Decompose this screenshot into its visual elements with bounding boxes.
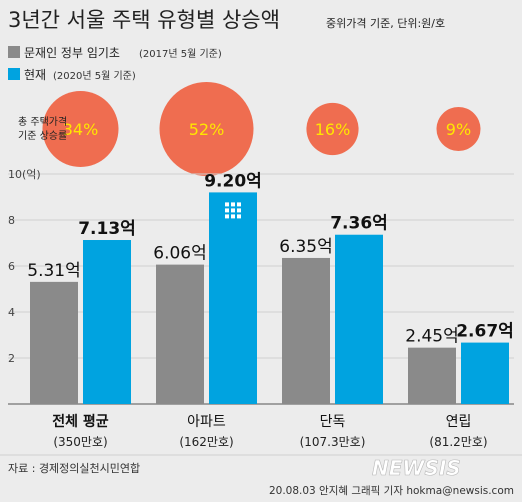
credit-line: 20.08.03 안지혜 그래픽 기자 hokma@newsis.com [269,485,514,497]
building-window [237,202,241,207]
category-count: (350만호) [53,435,107,449]
building-window [231,202,235,207]
building-window [237,214,241,219]
category-label: 전체 평균 [52,413,109,430]
rise-circles: 34% 52% 16% 9% [42,82,481,176]
chart-title: 3년간 서울 주택 유형별 상승액 [8,8,280,32]
bar-now [83,240,131,404]
bar-label-now: 2.67억 [456,322,514,342]
rise-circle [436,107,481,151]
bar-before [30,281,78,404]
y-axis-ticks: 10(억) 8 6 4 2 [8,168,41,365]
building-window [231,208,235,213]
building-window [225,208,229,213]
bar-now [209,192,257,404]
bar-value-labels: 5.31억 6.06억 6.35억 2.45억 7.13억 9.20억 7.36억 2.67억 [27,171,514,346]
category-label: 아파트 [187,414,226,430]
bar-now [461,342,509,404]
y-tick-label: 4 [8,306,15,319]
legend-swatch-now [8,68,20,80]
building-window [225,202,229,207]
legend-swatch-before [8,46,20,58]
category-label: 단독 [320,414,346,430]
building-icon [225,202,241,219]
rise-label-line1: 총 주택가격 [18,115,67,128]
y-tick-label: 10(억) [8,168,41,181]
bar-before [282,257,330,404]
building-window [237,208,241,213]
bars [30,192,509,404]
category-count: (162만호) [179,435,233,449]
rise-circle [42,90,119,168]
category-count: (107.3만호) [300,435,366,449]
category-count: (81.2만호) [429,435,487,449]
bar-label-now: 9.20억 [204,171,262,191]
rise-circle [306,102,359,156]
newsis-watermark: NEWSIS [372,456,461,480]
legend-before-label: 문재인 정부 임기초 [24,46,120,60]
bar-label-before: 2.45억 [405,327,459,347]
rise-percent-label: 34% [63,120,99,139]
legend-now-label: 현재 [24,68,46,82]
unit-note: 중위가격 기준, 단위:원/호 [326,17,445,30]
source-note: 자료 : 경제정의실천시민연합 [8,461,140,475]
rise-percent-label: 16% [315,120,351,139]
bar-label-now: 7.13억 [78,219,136,239]
x-axis-labels: 전체 평균 (350만호) 아파트 (162만호) 단독 (107.3만호) 연립 (81.2… [52,413,487,449]
bar-label-now: 7.36억 [330,214,388,234]
legend-before-period: (2017년 5월 기준) [139,48,222,60]
building-window [231,214,235,219]
rise-label-line2: 기준 상승률 [18,130,67,142]
category-label: 연립 [446,414,472,430]
bar-before [156,264,204,404]
rise-percent-label: 52% [189,120,225,139]
y-tick-label: 8 [8,214,15,227]
bar-label-before: 6.06억 [153,244,207,264]
rise-circle [159,82,254,176]
bar-before [408,347,456,404]
y-tick-label: 6 [8,260,15,273]
bar-now [335,234,383,404]
y-tick-label: 2 [8,352,15,365]
building-window [225,214,229,219]
bar-label-before: 6.35억 [279,237,333,257]
bar-label-before: 5.31억 [27,261,81,281]
rise-percent-label: 9% [446,120,471,139]
legend-now-period: (2020년 5월 기준) [53,70,136,82]
